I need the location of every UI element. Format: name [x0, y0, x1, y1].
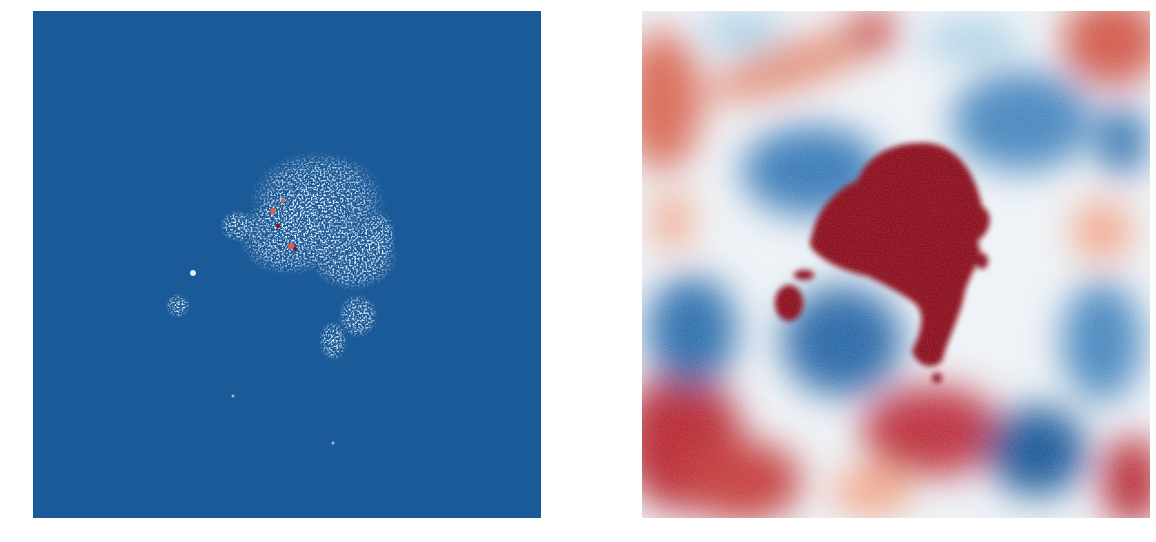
left-speckle-structure: [166, 151, 398, 361]
left-accent-dot: [331, 441, 335, 445]
right-image-panel: [642, 11, 1150, 518]
right-heatmap-image: [642, 11, 1150, 518]
left-accent-dot: [281, 199, 285, 203]
left-accent-dot: [293, 247, 297, 251]
left-image-panel: [33, 11, 541, 518]
left-accent-dot: [270, 208, 276, 214]
left-accent-dot: [276, 224, 280, 228]
right-texture-overlay: [642, 11, 1150, 518]
left-accent-dot: [231, 394, 235, 398]
left-accent-dot: [190, 270, 196, 276]
left-color-accents: [190, 199, 335, 445]
left-heatmap-image: [33, 11, 541, 518]
left-accent-dot: [288, 243, 294, 249]
